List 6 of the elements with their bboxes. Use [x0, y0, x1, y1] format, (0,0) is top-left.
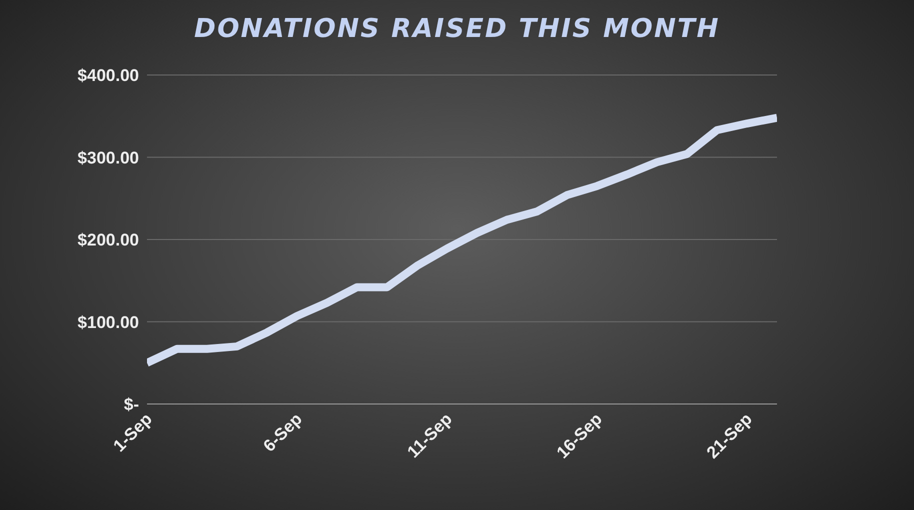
y-tick-label: $400.00 [78, 66, 139, 86]
y-tick-label: $300.00 [78, 148, 139, 168]
y-tick-label: $200.00 [78, 230, 139, 250]
y-tick-label: $- [124, 395, 139, 414]
chart-title: DONATIONS RAISED THIS MONTH [193, 14, 721, 44]
y-tick-label: $100.00 [78, 312, 139, 332]
